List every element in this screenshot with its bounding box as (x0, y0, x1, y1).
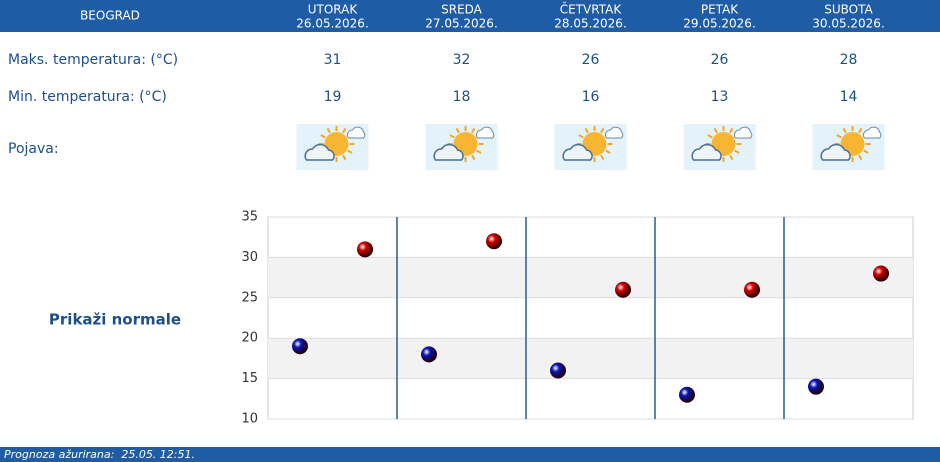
small-cloud (605, 126, 624, 139)
day-name: UTORAK (308, 3, 359, 17)
sun-ray (858, 154, 863, 161)
sun-ray (320, 134, 326, 139)
day-name: PETAK (701, 3, 739, 17)
day-date: 28.05.2026. (554, 17, 627, 31)
plot-band (268, 338, 913, 379)
y-tick-label: 30 (241, 250, 258, 265)
max-temp: 31 (324, 52, 342, 68)
day-date: 29.05.2026. (683, 17, 756, 31)
sun-ray (836, 134, 842, 139)
day-date: 26.05.2026. (296, 17, 369, 31)
sun-ray (326, 127, 331, 134)
max-temp: 26 (711, 52, 729, 68)
sun-ray (729, 154, 734, 161)
temp-point (421, 346, 437, 363)
temp-point (292, 338, 308, 355)
sun-ray (713, 127, 718, 134)
day-date: 27.05.2026. (425, 17, 498, 31)
max-temp: 26 (582, 52, 600, 68)
header-bar (0, 0, 940, 32)
footer-text: Prognoza ažurirana: 25.05. 12:51. (4, 448, 195, 461)
small-cloud (734, 126, 753, 139)
sun-ray (858, 127, 863, 134)
city: BEOGRAD (80, 9, 140, 23)
weather-icon (554, 124, 627, 170)
temp-point (550, 362, 566, 379)
sun-ray (863, 149, 869, 154)
min-temp: 13 (711, 89, 729, 105)
sun-ray (734, 149, 740, 154)
temp-point (615, 281, 631, 298)
sun-ray (578, 134, 584, 139)
cloud (820, 143, 851, 161)
sun-ray (449, 134, 455, 139)
y-tick-label: 15 (241, 371, 258, 386)
sun-ray (605, 149, 611, 154)
cloud (304, 143, 335, 161)
sun-ray (476, 149, 482, 154)
small-cloud (476, 126, 495, 139)
sun-ray (729, 127, 734, 134)
min-label: Min. temperatura: (°C) (8, 89, 167, 105)
temp-point (679, 386, 695, 403)
sun-ray (600, 127, 605, 134)
sun-ray (471, 127, 476, 134)
temp-point (486, 233, 502, 250)
sun-ray (584, 127, 589, 134)
sun-ray (600, 154, 605, 161)
y-tick-label: 10 (241, 412, 258, 427)
day-name: SUBOTA (824, 3, 873, 17)
sun-ray (347, 149, 353, 154)
weather-icon (296, 124, 369, 170)
sun-ray (342, 127, 347, 134)
plot-area (267, 216, 914, 420)
day-name: SREDA (441, 3, 483, 17)
weather-icon (683, 124, 756, 170)
y-tick-label: 20 (241, 331, 258, 346)
plot-band (268, 257, 913, 298)
max-temp: 32 (453, 52, 471, 68)
min-temp: 16 (582, 89, 600, 105)
normals-link[interactable]: Prikaži normale (49, 311, 181, 329)
temp-point (744, 281, 760, 298)
y-tick-label: 25 (241, 290, 258, 305)
y-tick-label: 35 (241, 210, 258, 225)
min-temp: 18 (453, 89, 471, 105)
cloud (433, 143, 464, 161)
temp-point (808, 378, 824, 395)
weather-icon (425, 124, 498, 170)
sun-ray (707, 134, 713, 139)
temp-point (357, 241, 373, 258)
min-temp: 14 (840, 89, 858, 105)
sun-ray (455, 127, 460, 134)
small-cloud (863, 126, 882, 139)
temp-point (873, 265, 889, 282)
cloud (562, 143, 593, 161)
day-name: ČETVRTAK (560, 2, 623, 17)
max-label: Maks. temperatura: (°C) (8, 52, 178, 68)
weather-icon (812, 124, 885, 170)
appearance-label: Pojava: (8, 141, 59, 157)
day-date: 30.05.2026. (812, 17, 885, 31)
sun-ray (842, 127, 847, 134)
sun-ray (342, 154, 347, 161)
footer-bar (0, 447, 940, 462)
min-temp: 19 (324, 89, 342, 105)
small-cloud (347, 126, 366, 139)
sun-ray (471, 154, 476, 161)
max-temp: 28 (840, 52, 858, 68)
cloud (691, 143, 722, 161)
